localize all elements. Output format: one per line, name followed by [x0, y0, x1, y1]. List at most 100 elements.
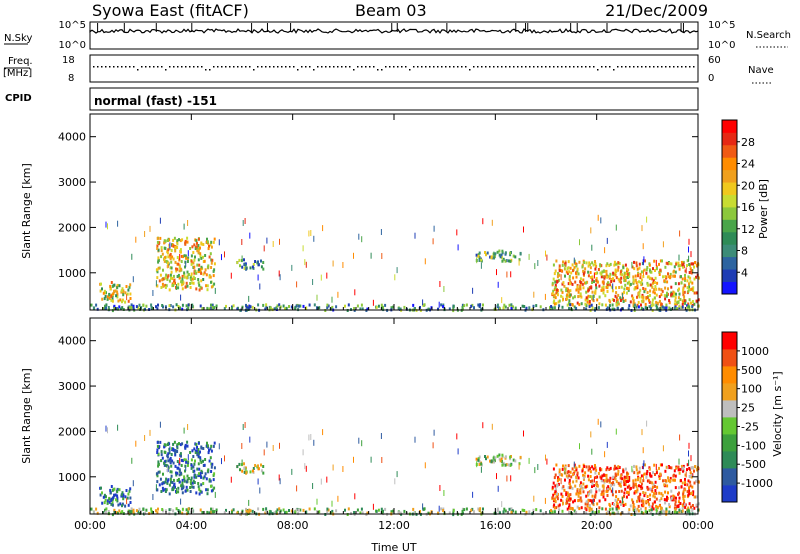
- echo-cell: [514, 306, 517, 310]
- echo-cell: [564, 260, 567, 264]
- echo-cell: [419, 510, 421, 513]
- echo-cell: [276, 304, 279, 308]
- echo-cell: [605, 468, 608, 472]
- echo-streak: [443, 286, 445, 292]
- echo-cell: [681, 467, 684, 471]
- echo-cell: [104, 294, 107, 298]
- echo-cell: [251, 265, 254, 269]
- freq-tick-bottom: 8: [68, 73, 74, 84]
- echo-cell: [558, 267, 561, 271]
- echo-cell: [603, 275, 606, 279]
- echo-cell: [504, 455, 507, 459]
- echo-cell: [177, 486, 180, 490]
- echo-cell: [614, 294, 617, 298]
- echo-cell: [465, 507, 468, 511]
- echo-cell: [193, 243, 196, 247]
- echo-cell: [560, 498, 563, 502]
- echo-cell: [553, 476, 556, 480]
- echo-cell: [599, 264, 602, 268]
- echo-cell: [660, 293, 663, 297]
- freq-point: [173, 66, 175, 68]
- echo-streak: [241, 239, 243, 245]
- echo-cell: [213, 282, 216, 286]
- echo-cell: [477, 457, 480, 461]
- echo-cell: [102, 307, 105, 311]
- echo-cell: [168, 279, 171, 283]
- echo-cell: [637, 305, 640, 309]
- echo-cell: [278, 507, 281, 511]
- echo-streak: [214, 287, 216, 294]
- echo-cell: [249, 266, 252, 270]
- echo-cell: [632, 484, 635, 488]
- echo-cell: [165, 463, 168, 467]
- echo-cell: [243, 266, 246, 270]
- echo-cell: [189, 486, 192, 489]
- echo-cell: [601, 474, 604, 478]
- echo-cell: [186, 464, 189, 467]
- echo-cell: [190, 478, 193, 482]
- echo-cell: [509, 251, 512, 255]
- echo-cell: [203, 259, 206, 263]
- freq-point: [653, 66, 655, 68]
- echo-cell: [631, 498, 634, 502]
- echo-cell: [615, 507, 618, 511]
- freq-point: [373, 66, 375, 68]
- echo-cell: [316, 306, 318, 310]
- echo-cell: [172, 284, 175, 287]
- echo-streak: [316, 294, 318, 301]
- echo-cell: [212, 488, 214, 492]
- freq-point: [473, 66, 475, 68]
- echo-cell: [249, 509, 252, 513]
- cpid-label: CPID: [5, 93, 32, 104]
- echo-cell: [653, 296, 656, 300]
- echo-cell: [572, 500, 575, 504]
- echo-streak: [631, 465, 633, 472]
- echo-cell: [615, 291, 618, 295]
- echo-cell: [199, 458, 202, 462]
- echo-cell: [195, 245, 198, 249]
- echo-cell: [119, 511, 122, 515]
- echo-cell: [366, 307, 369, 311]
- echo-streak: [600, 217, 602, 224]
- echo-streak: [422, 503, 424, 510]
- echo-cell: [648, 467, 651, 471]
- echo-cell: [582, 278, 585, 282]
- echo-cell: [617, 465, 620, 469]
- echo-cell: [692, 493, 695, 497]
- echo-cell: [681, 263, 684, 267]
- echo-cell: [116, 290, 119, 294]
- echo-streak: [491, 423, 493, 430]
- echo-cell: [680, 281, 683, 285]
- echo-cell: [275, 510, 278, 514]
- echo-cell: [191, 305, 194, 308]
- echo-cell: [190, 259, 193, 263]
- echo-cell: [655, 508, 658, 512]
- echo-streak: [304, 259, 306, 266]
- echo-cell: [576, 489, 579, 493]
- echo-cell: [208, 255, 211, 259]
- echo-cell: [658, 499, 661, 503]
- echo-cell: [211, 462, 214, 466]
- echo-cell: [558, 468, 561, 472]
- echo-streak: [600, 421, 602, 428]
- echo-cell: [262, 303, 265, 307]
- echo-cell: [377, 508, 380, 512]
- echo-cell: [510, 507, 513, 511]
- echo-cell: [104, 304, 106, 308]
- echo-cell: [157, 452, 160, 456]
- echo-cell: [403, 509, 406, 513]
- echo-cell: [211, 306, 214, 310]
- echo-streak: [482, 422, 484, 429]
- echo-cell: [601, 484, 604, 488]
- echo-cell: [165, 488, 168, 492]
- echo-cell: [485, 253, 487, 257]
- freq-point: [641, 66, 643, 68]
- echo-cell: [295, 304, 298, 308]
- echo-streak: [590, 431, 592, 438]
- echo-cell: [168, 247, 171, 251]
- freq-point: [277, 66, 279, 68]
- echo-cell: [687, 302, 690, 306]
- echo-cell: [553, 288, 556, 291]
- echo-cell: [137, 306, 140, 310]
- echo-cell: [499, 255, 502, 259]
